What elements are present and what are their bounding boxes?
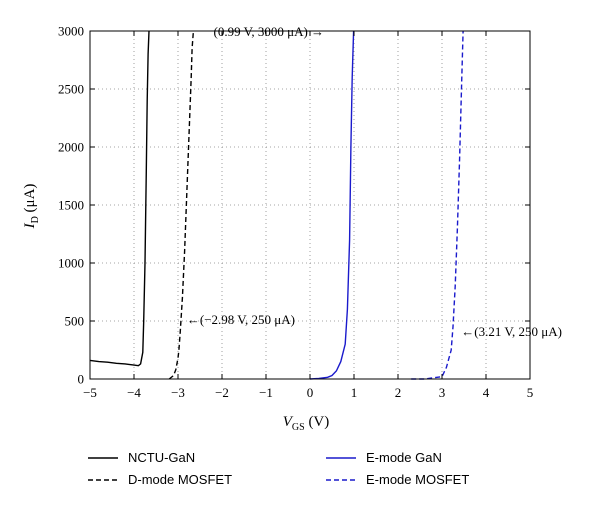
y-tick-label: 3000 xyxy=(58,24,84,39)
x-tick-label: 2 xyxy=(395,385,402,400)
series-line-e-mode-mosfet xyxy=(411,30,464,380)
legend-entry: E-mode MOSFET xyxy=(326,472,469,487)
x-tick-label: −5 xyxy=(83,385,97,400)
x-tick-label: −2 xyxy=(215,385,229,400)
y-axis-label: ID (μA) xyxy=(22,184,41,230)
legend-label: NCTU-GaN xyxy=(128,450,195,465)
y-tick-label: 2500 xyxy=(58,82,84,97)
axis-ticks: −5 −4 −3 −2 −1 0 1 2 3 4 5 0 500 1000 1500 2000 2500 3000 xyxy=(58,24,533,401)
series-line-nctu-gan xyxy=(90,30,150,367)
legend-label: E-mode MOSFET xyxy=(366,472,469,487)
legend-label: D-mode MOSFET xyxy=(128,472,232,487)
annotations: (0.99 V, 3000 μA) → ←(−2.98 V, 250 μA) ←(3… xyxy=(187,24,562,339)
annotation: (0.99 V, 3000 μA) → xyxy=(214,24,325,39)
annotation-label: (0.99 V, 3000 μA) → xyxy=(214,24,325,39)
legend-entry: D-mode MOSFET xyxy=(88,472,232,487)
y-tick-label: 1500 xyxy=(58,198,84,213)
x-tick-label: 1 xyxy=(351,385,358,400)
y-tick-label: 500 xyxy=(65,314,85,329)
x-tick-label: −3 xyxy=(171,385,185,400)
annotation: ←(−2.98 V, 250 μA) xyxy=(187,312,295,327)
legend-label: E-mode GaN xyxy=(366,450,442,465)
legend-entry: NCTU-GaN xyxy=(88,450,195,465)
grid xyxy=(90,31,530,379)
x-tick-label: 3 xyxy=(439,385,446,400)
y-tick-label: 1000 xyxy=(58,256,84,271)
x-axis-label: VGS (V) xyxy=(283,414,330,433)
y-tick-label: 0 xyxy=(78,372,85,387)
legend: NCTU-GaN D-mode MOSFET E-mode GaN E-mode MO… xyxy=(88,450,469,487)
series-line-d-mode-mosfet xyxy=(168,30,195,380)
annotation-label: ←(3.21 V, 250 μA) xyxy=(461,324,562,339)
annotation: ←(3.21 V, 250 μA) xyxy=(461,324,562,339)
series-line-e-mode-gan xyxy=(309,30,355,380)
y-tick-label: 2000 xyxy=(58,140,84,155)
plot-series xyxy=(90,30,464,380)
x-tick-label: 0 xyxy=(307,385,314,400)
x-tick-label: 5 xyxy=(527,385,534,400)
annotation-label: ←(−2.98 V, 250 μA) xyxy=(187,312,295,327)
legend-entry: E-mode GaN xyxy=(326,450,442,465)
x-tick-label: 4 xyxy=(483,385,490,400)
x-tick-label: −1 xyxy=(259,385,273,400)
x-tick-label: −4 xyxy=(127,385,141,400)
